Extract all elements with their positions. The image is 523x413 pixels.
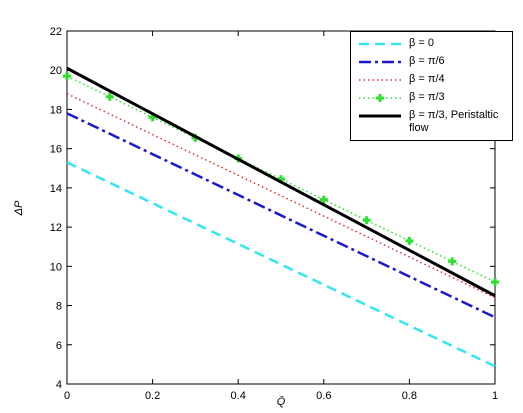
marker: [63, 72, 71, 81]
legend-label: β = π/3, Peristaltic flow: [409, 109, 499, 134]
y-tick-label: 22: [50, 26, 62, 38]
x-tick-label: 0.2: [145, 390, 160, 402]
legend-swatch: [359, 114, 401, 118]
legend-label: β = π/6: [409, 55, 445, 67]
y-tick-label: 6: [56, 340, 62, 352]
legend-marker: [376, 94, 384, 102]
x-tick-label: 1: [492, 390, 498, 402]
y-tick-label: 4: [56, 379, 62, 391]
legend-swatch: [359, 94, 401, 102]
y-tick-label: 12: [50, 222, 62, 234]
y-axis-label: ΔP: [13, 200, 25, 216]
marker: [491, 278, 499, 287]
marker: [405, 236, 414, 245]
legend-label: β = 0: [409, 37, 434, 49]
marker: [319, 195, 328, 204]
y-tick-label: 14: [50, 183, 62, 195]
legend-item: β = 0: [351, 35, 512, 53]
marker: [362, 216, 371, 225]
legend-item: β = π/6: [351, 53, 512, 71]
series-line: [66, 161, 496, 368]
marker: [448, 257, 457, 266]
y-tick-label: 8: [56, 301, 62, 313]
legend-swatch: [359, 79, 401, 81]
series-line: [66, 112, 496, 319]
series-line: [66, 66, 496, 298]
y-tick-label: 10: [50, 261, 62, 273]
x-tick-label: 0.6: [316, 390, 331, 402]
legend-item: β = π/3, Peristaltic flow: [351, 107, 512, 137]
x-tick-label: 0: [64, 390, 70, 402]
legend: β = 0 β = π/6 β = π/4 β = π/3 β = π/3, Peris…: [350, 31, 513, 141]
marker: [105, 92, 114, 101]
plot-frame: [66, 30, 496, 385]
x-axis-label: Q̄: [277, 395, 286, 408]
legend-label: β = π/3: [409, 91, 445, 103]
legend-item: β = π/4: [351, 71, 512, 89]
y-tick-label: 16: [50, 144, 62, 156]
x-tick-label: 0.4: [231, 390, 246, 402]
x-tick-label: 0.8: [402, 390, 417, 402]
y-tick-label: 20: [50, 65, 62, 77]
legend-item: β = π/3: [351, 89, 512, 107]
legend-swatch: [359, 42, 401, 46]
y-tick-label: 18: [50, 104, 62, 116]
legend-label: β = π/4: [409, 73, 445, 85]
legend-swatch: [359, 60, 401, 64]
